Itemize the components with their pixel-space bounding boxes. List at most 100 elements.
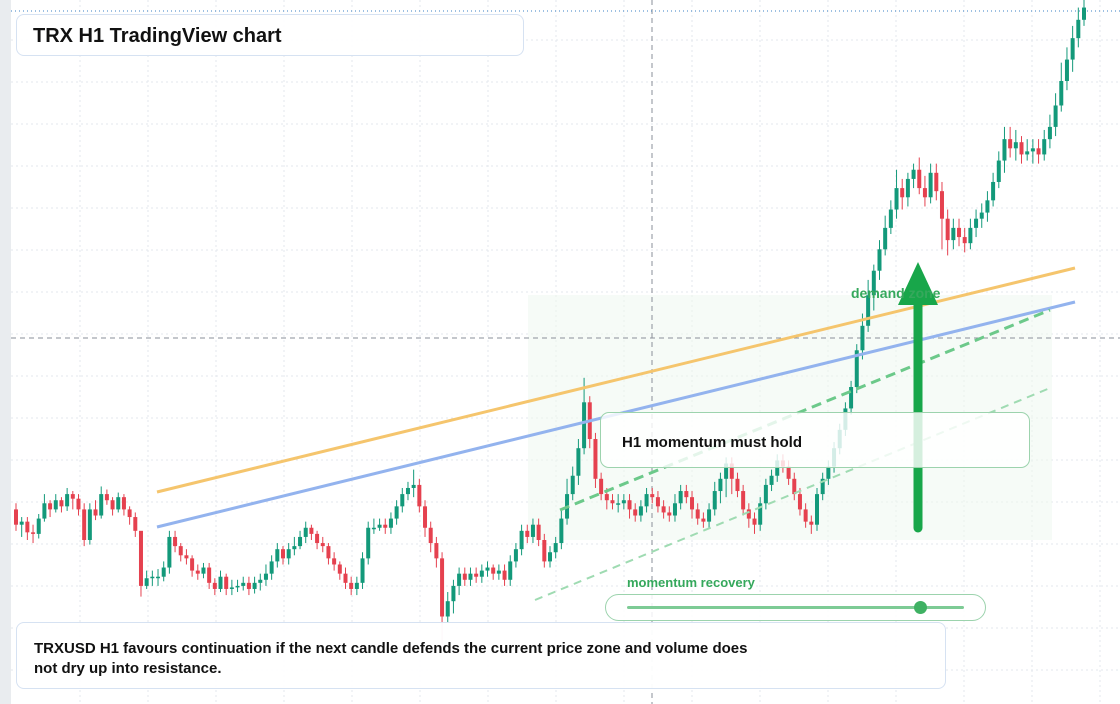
candle-up bbox=[400, 494, 405, 507]
candle-up bbox=[849, 387, 854, 409]
candle-down bbox=[633, 509, 638, 516]
title-card: TRX H1 TradingView chart bbox=[16, 14, 524, 56]
candle-down bbox=[428, 527, 433, 544]
green-trend-line-dashed bbox=[559, 308, 1051, 512]
candle-up bbox=[87, 509, 92, 540]
candle-up bbox=[229, 587, 234, 589]
candle-up bbox=[394, 506, 399, 519]
analysis-note-text: TRXUSD H1 favours continuation if the ne… bbox=[34, 640, 748, 677]
candle-up bbox=[479, 570, 484, 577]
candle-down bbox=[593, 439, 598, 479]
candle-down bbox=[337, 564, 342, 574]
candle-up bbox=[996, 160, 1001, 182]
slider-track bbox=[627, 606, 964, 609]
candle-down bbox=[491, 567, 496, 574]
candle-down bbox=[610, 500, 615, 504]
candle-up bbox=[354, 582, 359, 589]
candle-up bbox=[377, 524, 382, 528]
candle-up bbox=[241, 582, 246, 586]
candle-up bbox=[974, 218, 979, 228]
candle-up bbox=[860, 325, 865, 351]
candle-down bbox=[746, 509, 751, 519]
candle-up bbox=[116, 497, 121, 510]
candle-up bbox=[616, 503, 621, 505]
demand-zone-label: demand zone bbox=[851, 285, 941, 301]
candle-up bbox=[218, 576, 223, 589]
candle-down bbox=[25, 521, 30, 533]
candle-down bbox=[786, 466, 791, 479]
candle-down bbox=[536, 524, 541, 540]
candle-up bbox=[451, 585, 456, 602]
candles bbox=[14, 0, 1086, 648]
candle-up bbox=[718, 478, 723, 492]
candle-up bbox=[570, 475, 575, 495]
candle-up bbox=[292, 546, 297, 550]
candle-down bbox=[326, 546, 331, 559]
candle-up bbox=[252, 582, 257, 589]
candle-up bbox=[1030, 148, 1035, 152]
candle-up bbox=[485, 567, 490, 571]
candle-down bbox=[207, 567, 212, 583]
candle-down bbox=[320, 543, 325, 547]
candle-down bbox=[945, 218, 950, 241]
candle-up bbox=[99, 494, 104, 516]
candle-up bbox=[263, 573, 268, 580]
candle-down bbox=[127, 509, 132, 518]
candle-up bbox=[366, 527, 371, 559]
candle-up bbox=[894, 188, 899, 210]
candle-down bbox=[939, 191, 944, 219]
candle-up bbox=[201, 567, 206, 574]
candle-down bbox=[1036, 148, 1041, 155]
candle-up bbox=[1025, 151, 1030, 155]
candle-up bbox=[1082, 7, 1086, 20]
slider-knob[interactable] bbox=[914, 601, 928, 614]
candle-up bbox=[411, 484, 416, 488]
candle-up bbox=[65, 494, 70, 507]
candle-down bbox=[104, 494, 109, 501]
momentum-recovery-label: momentum recovery bbox=[627, 575, 755, 590]
candle-up bbox=[269, 561, 274, 574]
candle-up bbox=[724, 463, 729, 479]
candle-down bbox=[212, 582, 217, 589]
candle-down bbox=[383, 524, 388, 528]
candle-down bbox=[315, 533, 320, 544]
candle-down bbox=[655, 497, 660, 507]
candle-down bbox=[343, 573, 348, 583]
candle-down bbox=[599, 478, 604, 495]
candle-up bbox=[519, 530, 524, 550]
candle-down bbox=[1008, 139, 1013, 149]
candle-up bbox=[644, 494, 649, 507]
candle-down bbox=[797, 494, 802, 510]
candle-down bbox=[440, 558, 445, 617]
candle-down bbox=[525, 530, 530, 537]
candle-up bbox=[371, 527, 376, 530]
bullish-arrow-head-icon bbox=[898, 262, 938, 305]
candle-up bbox=[815, 494, 819, 525]
candle-down bbox=[502, 570, 507, 580]
momentum-recovery-slider[interactable] bbox=[605, 594, 986, 621]
candle-down bbox=[661, 506, 666, 513]
candle-up bbox=[36, 518, 41, 534]
candle-up bbox=[871, 270, 876, 296]
candle-down bbox=[735, 478, 740, 492]
candle-down bbox=[809, 521, 814, 525]
candle-up bbox=[150, 576, 155, 579]
candle-up bbox=[360, 558, 365, 583]
candle-up bbox=[854, 350, 859, 387]
candle-up bbox=[678, 491, 683, 504]
candle-up bbox=[928, 172, 933, 198]
candle-up bbox=[712, 491, 717, 510]
candle-down bbox=[667, 512, 672, 516]
candle-up bbox=[826, 466, 831, 479]
candle-up bbox=[1042, 139, 1047, 155]
candle-up bbox=[298, 536, 303, 547]
candle-down bbox=[224, 576, 229, 589]
candle-down bbox=[173, 536, 178, 547]
candle-down bbox=[246, 582, 251, 589]
candle-up bbox=[621, 500, 626, 504]
candle-down bbox=[684, 491, 689, 498]
candle-down bbox=[741, 491, 746, 510]
candle-up bbox=[911, 169, 916, 179]
candle-up bbox=[820, 478, 825, 495]
candle-up bbox=[468, 573, 473, 580]
